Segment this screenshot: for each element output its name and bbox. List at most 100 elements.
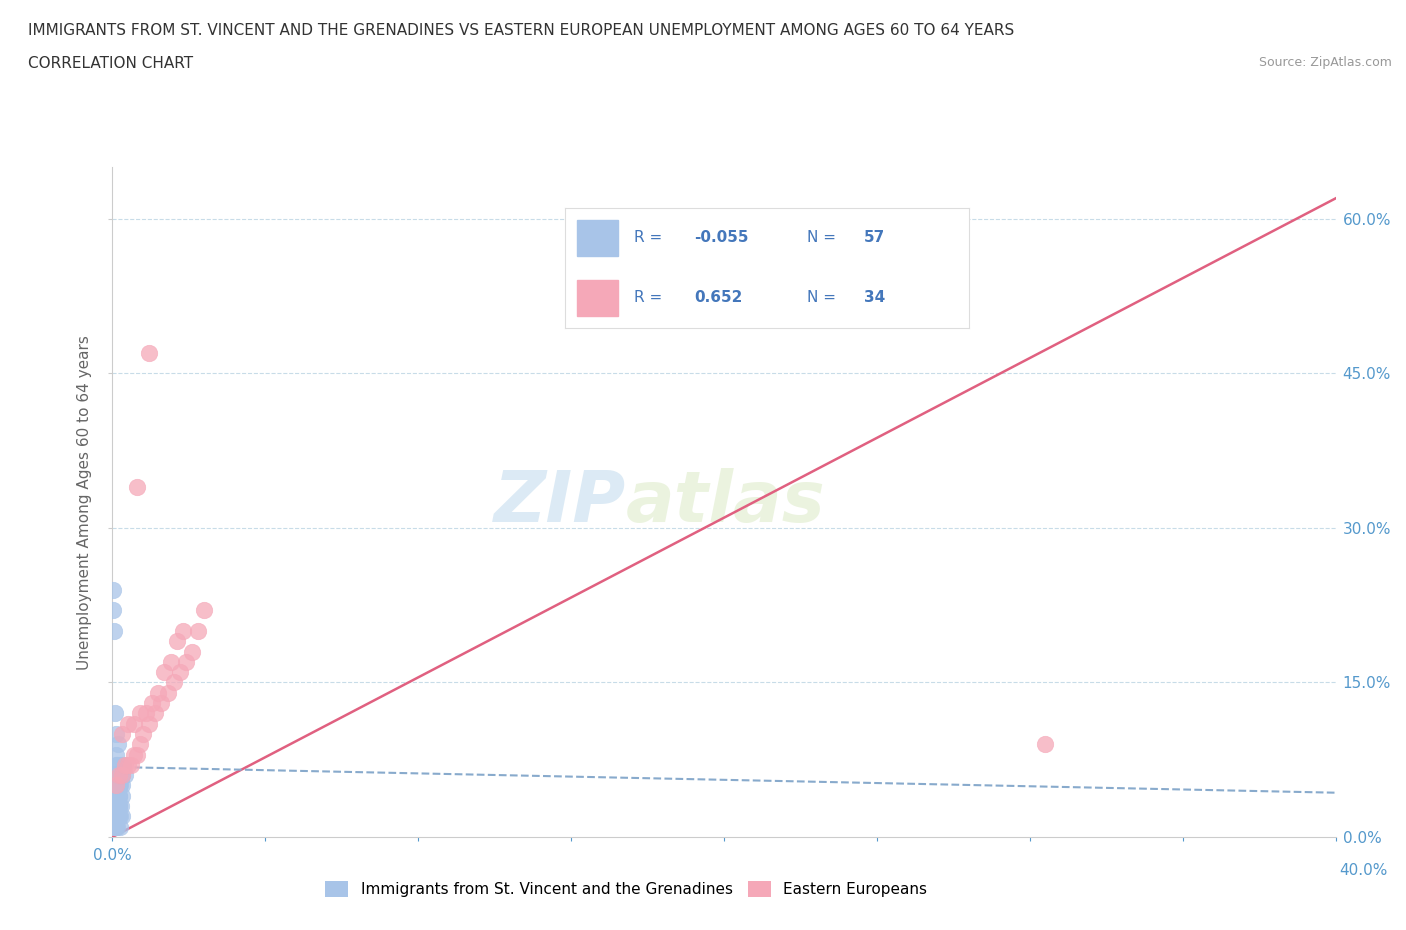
Point	[105, 809, 128, 824]
Point	[1033, 737, 1056, 751]
Point	[135, 706, 157, 721]
Point	[111, 768, 134, 783]
Point	[125, 747, 148, 762]
Point	[107, 778, 129, 793]
Legend: Immigrants from St. Vincent and the Grenadines, Eastern Europeans: Immigrants from St. Vincent and the Gren…	[319, 875, 934, 903]
Point	[104, 799, 127, 814]
Point	[108, 778, 131, 793]
Point	[120, 757, 142, 772]
Point	[112, 757, 135, 772]
Point	[107, 778, 129, 793]
Point	[138, 345, 160, 360]
Point	[104, 799, 127, 814]
Point	[103, 789, 125, 804]
Point	[174, 655, 197, 670]
Point	[129, 706, 152, 721]
Point	[105, 778, 128, 793]
Point	[107, 768, 129, 783]
Point	[108, 778, 131, 793]
Point	[104, 809, 127, 824]
Point	[104, 706, 127, 721]
Point	[110, 799, 132, 814]
Point	[105, 819, 128, 834]
Point	[105, 799, 128, 814]
Point	[104, 819, 127, 834]
Point	[111, 768, 134, 783]
Point	[132, 726, 155, 741]
Point	[169, 665, 191, 680]
Point	[107, 799, 129, 814]
Point	[111, 778, 134, 793]
Point	[111, 809, 134, 824]
Point	[156, 685, 179, 700]
Point	[105, 789, 128, 804]
Point	[104, 809, 127, 824]
Text: atlas: atlas	[626, 468, 825, 537]
Point	[107, 737, 129, 751]
Point	[107, 799, 129, 814]
Point	[107, 768, 129, 783]
Point	[105, 768, 128, 783]
Point	[104, 809, 127, 824]
Point	[105, 747, 128, 762]
Point	[103, 623, 125, 638]
Point	[103, 799, 125, 814]
Point	[181, 644, 204, 659]
Point	[104, 799, 127, 814]
Point	[187, 623, 209, 638]
Text: R =: R =	[634, 290, 666, 305]
Point	[107, 789, 129, 804]
Point	[107, 799, 129, 814]
Point	[108, 809, 131, 824]
Point	[193, 603, 215, 618]
Point	[107, 809, 129, 824]
Point	[148, 685, 170, 700]
Point	[104, 799, 127, 814]
Point	[159, 655, 181, 670]
Point	[108, 768, 131, 783]
Point	[108, 757, 131, 772]
Point	[111, 768, 134, 783]
Point	[103, 603, 125, 618]
Point	[104, 757, 127, 772]
Point	[163, 675, 186, 690]
Point	[114, 757, 136, 772]
Point	[114, 768, 136, 783]
Text: 57: 57	[863, 231, 884, 246]
Bar	[578, 280, 617, 316]
Point	[105, 809, 128, 824]
Point	[103, 819, 125, 834]
Point	[107, 809, 129, 824]
Point	[104, 789, 127, 804]
Bar	[578, 219, 617, 256]
Text: Source: ZipAtlas.com: Source: ZipAtlas.com	[1258, 56, 1392, 69]
Text: 0.652: 0.652	[695, 290, 742, 305]
Point	[150, 696, 173, 711]
Point	[101, 582, 124, 597]
Point	[143, 706, 166, 721]
Point	[117, 757, 139, 772]
Text: ZIP: ZIP	[494, 468, 626, 537]
Point	[111, 726, 134, 741]
Text: CORRELATION CHART: CORRELATION CHART	[28, 56, 193, 71]
Point	[117, 716, 139, 731]
Text: IMMIGRANTS FROM ST. VINCENT AND THE GRENADINES VS EASTERN EUROPEAN UNEMPLOYMENT : IMMIGRANTS FROM ST. VINCENT AND THE GREN…	[28, 23, 1014, 38]
Point	[153, 665, 176, 680]
Text: 34: 34	[863, 290, 884, 305]
Point	[111, 789, 134, 804]
Point	[108, 819, 131, 834]
Text: 40.0%: 40.0%	[1339, 863, 1388, 878]
Text: N =: N =	[807, 290, 841, 305]
Point	[108, 789, 131, 804]
Text: R =: R =	[634, 231, 666, 246]
Point	[166, 634, 188, 649]
Point	[107, 809, 129, 824]
Point	[104, 789, 127, 804]
Text: -0.055: -0.055	[695, 231, 749, 246]
Point	[129, 737, 152, 751]
Point	[103, 809, 125, 824]
Point	[104, 726, 127, 741]
Point	[104, 778, 127, 793]
Point	[103, 778, 125, 793]
Point	[122, 716, 145, 731]
